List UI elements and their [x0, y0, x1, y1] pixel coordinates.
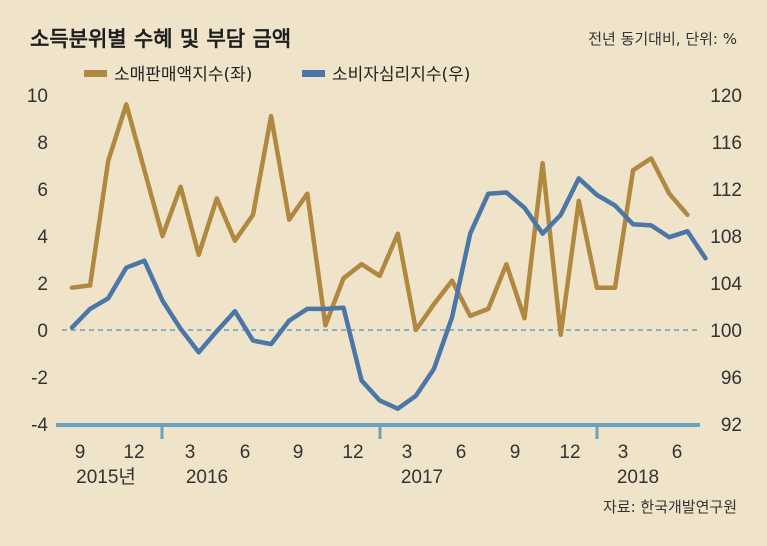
x-tick-label: 6: [240, 442, 251, 463]
legend-label-consumer: 소비자심리지수(우): [332, 65, 470, 85]
year-label: 2015년: [76, 466, 136, 488]
x-tick-label: 3: [402, 442, 413, 463]
y-right-tick-label: 116: [712, 133, 742, 154]
y-left-tick-label: 2: [37, 274, 48, 295]
x-tick-label: 12: [123, 442, 144, 463]
year-label: 2016: [186, 467, 228, 488]
plot-lines: [69, 102, 708, 411]
y-right-tick-label: 92: [721, 415, 742, 436]
y-left-tick-label: -4: [31, 415, 48, 436]
y-right-tick-label: 112: [712, 180, 742, 201]
legend-swatch-retail: [84, 70, 107, 77]
y-right-tick-label: 108: [710, 227, 742, 248]
x-tick-label: 6: [672, 442, 683, 463]
y-left-tick-label: 4: [37, 227, 48, 248]
x-tick-label: 9: [510, 442, 521, 463]
x-tick-label: 12: [559, 442, 580, 463]
legend-label-retail: 소매판매액지수(좌): [114, 65, 252, 85]
x-tick-label: 3: [185, 442, 196, 463]
legend-swatch-consumer: [302, 70, 325, 77]
y-left-tick-label: 8: [37, 133, 48, 154]
x-tick-label: 9: [75, 442, 86, 463]
series-line-consumer-sentiment: [69, 176, 708, 411]
source-note: 자료: 한국개발연구원: [603, 498, 737, 516]
series-line-retail-sales: [69, 102, 690, 337]
y-left-tick-label: 0: [37, 321, 48, 342]
year-label: 2017: [401, 467, 443, 488]
x-tick-label: 6: [456, 442, 467, 463]
y-right-tick-label: 100: [710, 321, 742, 342]
y-right-tick-label: 104: [710, 274, 742, 295]
x-tick-label: 3: [618, 442, 629, 463]
x-tick-label: 9: [293, 442, 304, 463]
year-label: 2018: [617, 467, 659, 488]
y-left-tick-label: 6: [37, 180, 48, 201]
y-left-tick-label: 10: [27, 86, 48, 107]
unit-note: 전년 동기대비, 단위: %: [588, 30, 737, 48]
legend: 소매판매액지수(좌) 소비자심리지수(우): [84, 65, 470, 85]
chart-title: 소득분위별 수혜 및 부담 금액: [30, 27, 291, 51]
y-right-tick-label: 120: [710, 86, 742, 107]
y-right-tick-label: 96: [721, 368, 742, 389]
x-tick-label: 12: [342, 442, 363, 463]
y-left-tick-label: -2: [31, 368, 48, 389]
